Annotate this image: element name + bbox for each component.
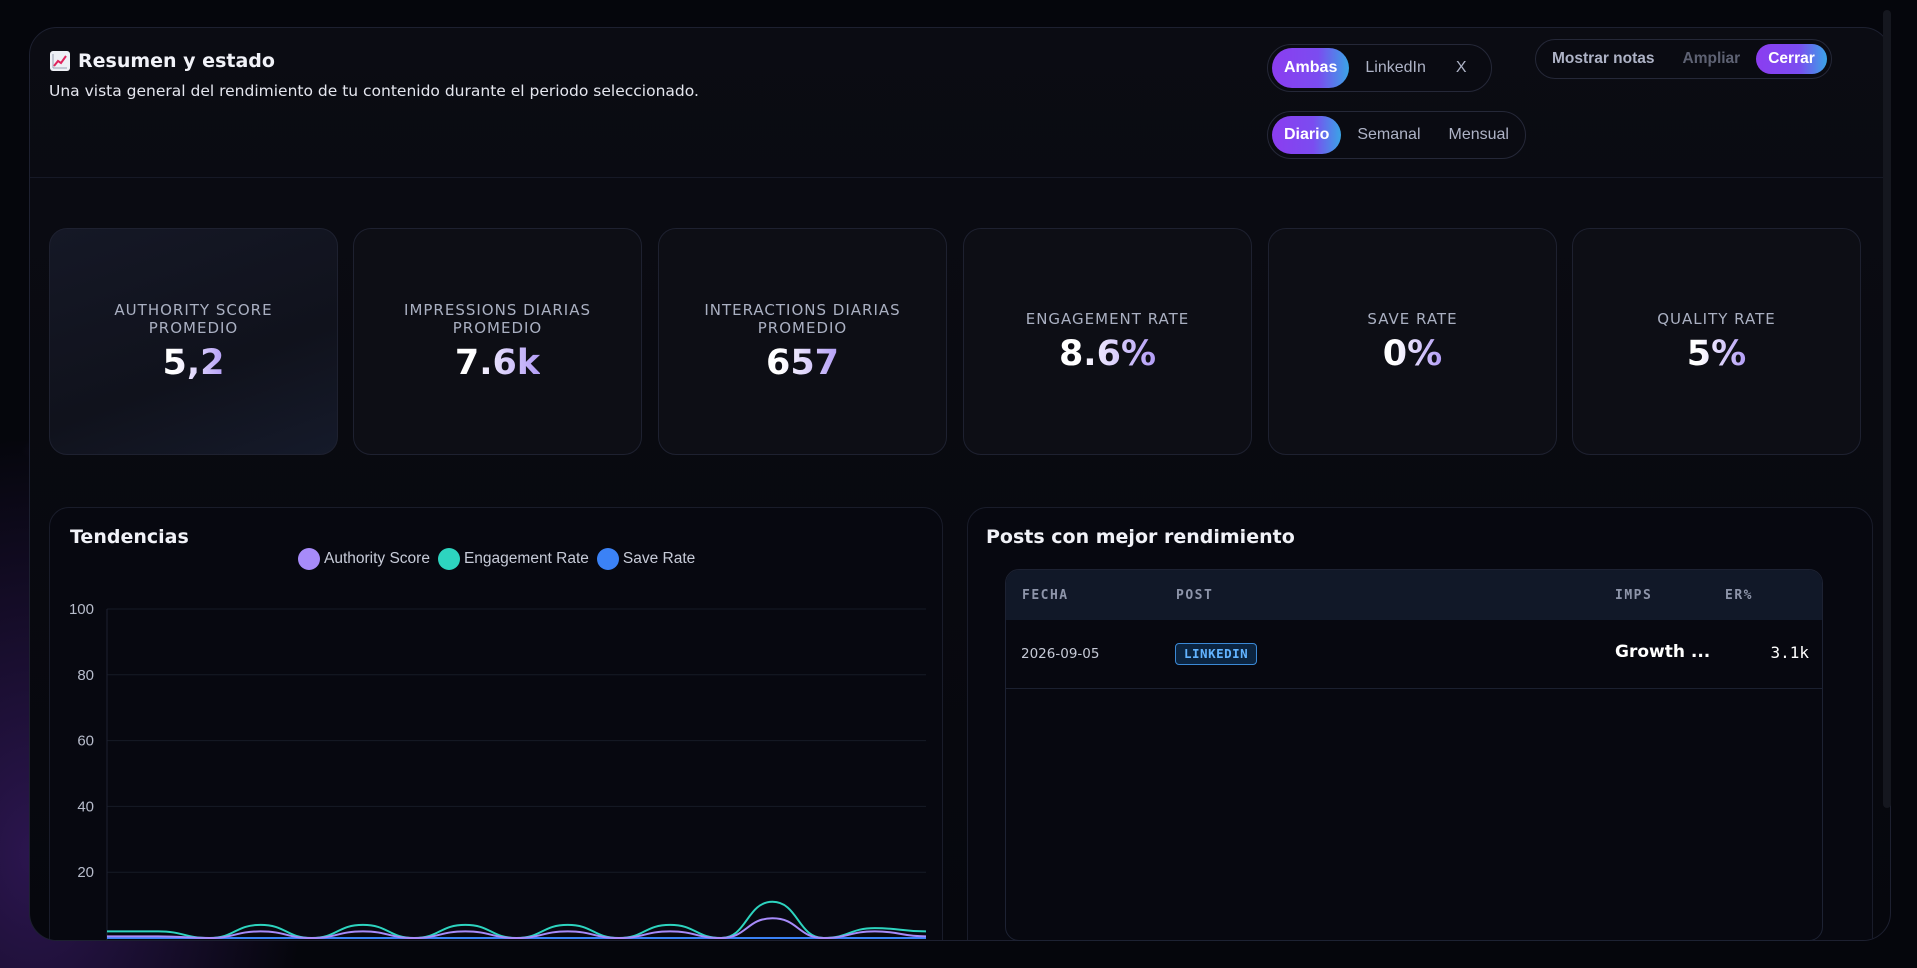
column-header-date[interactable]: FECHA [1022,588,1069,603]
kpi-label: SAVE RATE [1367,309,1458,328]
post-title[interactable]: Growth ... [1615,642,1711,662]
kpi-label: QUALITY RATE [1657,309,1776,328]
kpi-card-impressions: IMPRESSIONS DIARIAS PROMEDIO 7.6k [353,228,642,455]
y-tick-label: 40 [77,798,94,815]
legend-swatch [298,548,320,570]
legend-item[interactable]: Save Rate [596,548,696,570]
legend-label: Engagement Rate [463,550,589,567]
kpi-label: IMPRESSIONS DIARIAS PROMEDIO [404,300,591,337]
column-header-imps[interactable]: IMPS [1615,588,1653,603]
legend-item[interactable]: Authority Score [298,548,430,570]
legend-label: Save Rate [622,550,696,567]
platform-toggle: Ambas LinkedIn X [1267,44,1492,92]
table-row[interactable]: 2026-09-05 LINKEDIN Growth ... 3.1k [1006,620,1822,689]
legend-swatch [596,548,619,570]
kpi-card-save-rate: SAVE RATE 0% [1268,228,1557,455]
header-divider [30,177,1890,178]
y-tick-label: 60 [77,733,94,750]
period-option-monthly[interactable]: Mensual [1448,126,1509,143]
kpi-value: 5,2 [162,342,225,383]
kpi-card-engagement-rate: ENGAGEMENT RATE 8.6% [963,228,1252,455]
kpi-value: 657 [765,342,840,383]
kpi-label: AUTHORITY SCORE PROMEDIO [114,300,273,337]
kpi-value: 0% [1382,333,1443,374]
kpi-value: 8.6% [1058,333,1157,374]
trends-chart: 20 40 60 80 100 [69,601,927,940]
panel-actions: Mostrar notas Ampliar Cerrar [1535,39,1832,79]
legend-label: Authority Score [324,550,430,567]
table-header: FECHA POST IMPS ER% [1006,570,1822,620]
kpi-card-quality-rate: QUALITY RATE 5% [1572,228,1861,455]
period-option-weekly[interactable]: Semanal [1357,126,1421,143]
platform-option-linkedin[interactable]: LinkedIn [1365,59,1426,76]
y-tick-label: 20 [77,864,94,881]
kpi-label: ENGAGEMENT RATE [1025,309,1190,328]
scrollbar[interactable] [1883,10,1891,808]
y-tick-label: 80 [77,667,94,684]
kpi-value: 5% [1686,333,1747,374]
platform-option-x[interactable]: X [1455,59,1467,76]
chart-legend: Authority Score Engagement Rate Save Rat… [298,548,695,570]
platform-badge: LINKEDIN [1175,643,1258,665]
column-header-post[interactable]: POST [1176,588,1214,603]
kpi-card-interactions: INTERACTIONS DIARIAS PROMEDIO 657 [658,228,947,455]
kpi-card-authority-score: AUTHORITY SCORE PROMEDIO 5,2 [49,228,338,455]
y-tick-label: 100 [69,601,94,618]
platform-option-both[interactable]: Ambas [1272,48,1350,88]
page-title: Resumen y estado [78,50,275,72]
chart-increasing-icon [50,51,70,71]
series-line-authority-score [106,917,927,940]
trends-card: Tendencias [49,507,943,940]
expand-button[interactable]: Ampliar [1682,50,1741,67]
page-subtitle: Una vista general del rendimiento de tu … [49,82,699,100]
legend-swatch [437,548,460,570]
column-header-er[interactable]: ER% [1725,588,1753,603]
top-posts-title: Posts con mejor rendimiento [986,526,1295,548]
kpi-label: INTERACTIONS DIARIAS PROMEDIO [704,300,901,337]
period-option-daily[interactable]: Diario [1272,116,1342,154]
show-notes-button[interactable]: Mostrar notas [1552,50,1655,67]
close-button[interactable]: Cerrar [1756,44,1827,74]
post-date: 2026-09-05 [1021,646,1100,662]
panel-header: Resumen y estado [50,50,275,72]
kpi-value: 7.6k [454,342,541,383]
legend-item[interactable]: Engagement Rate [437,548,589,570]
period-toggle: Diario Semanal Mensual [1267,111,1526,159]
top-posts-table: FECHA POST IMPS ER% 2026-09-05 LINKEDIN … [1005,569,1823,941]
post-impressions: 3.1k [1770,643,1809,662]
trends-title: Tendencias [70,526,189,548]
